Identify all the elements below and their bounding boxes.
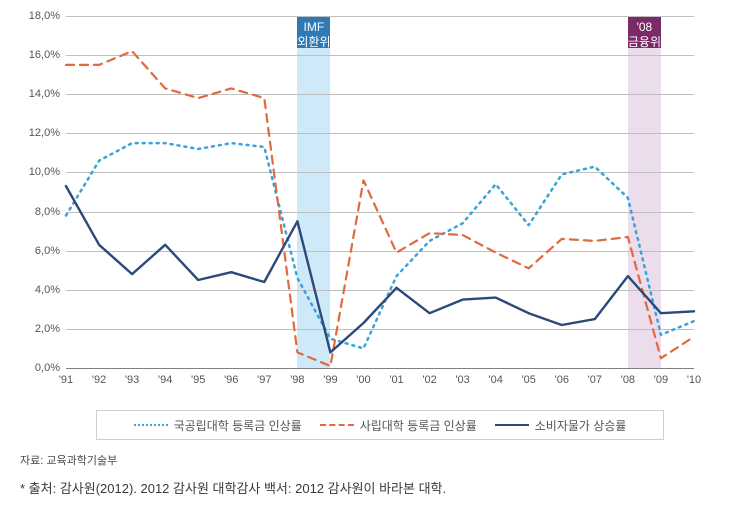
- legend-swatch-private: [320, 424, 354, 426]
- x-axis-label: '99: [323, 374, 337, 386]
- legend-swatch-cpi: [495, 424, 529, 426]
- y-axis-label: 6,0%: [16, 245, 60, 257]
- series-layer: [66, 16, 694, 368]
- y-axis-label: 10,0%: [16, 166, 60, 178]
- series-cpi: [66, 186, 694, 352]
- x-axis-label: '02: [422, 374, 436, 386]
- x-axis-label: '10: [687, 374, 701, 386]
- x-axis-label: '08: [621, 374, 635, 386]
- y-axis-label: 18,0%: [16, 10, 60, 22]
- x-axis-label: '05: [522, 374, 536, 386]
- legend-item-cpi: 소비자물가 상승률: [495, 417, 627, 434]
- y-axis-label: 2,0%: [16, 323, 60, 335]
- legend-swatch-national: [134, 424, 168, 426]
- source-data: 자료: 교육과학기술부: [20, 452, 117, 468]
- x-axis-label: '04: [489, 374, 503, 386]
- x-axis-label: '07: [588, 374, 602, 386]
- legend: 국공립대학 등록금 인상률 사립대학 등록금 인상률 소비자물가 상승률: [96, 410, 664, 440]
- x-axis-label: '98: [290, 374, 304, 386]
- plot-area: IMF 외환위기'08 금융위기0,0%2,0%4,0%6,0%8,0%10,0…: [66, 16, 694, 368]
- series-national: [66, 143, 694, 348]
- x-axis-label: '92: [92, 374, 106, 386]
- x-axis-label: '09: [654, 374, 668, 386]
- gridline: [66, 368, 694, 369]
- x-axis-label: '06: [555, 374, 569, 386]
- y-axis-label: 0,0%: [16, 362, 60, 374]
- chart-container: IMF 외환위기'08 금융위기0,0%2,0%4,0%6,0%8,0%10,0…: [0, 0, 729, 513]
- series-private: [66, 51, 694, 366]
- source-cite: * 출처: 감사원(2012). 2012 감사원 대학감사 백서: 2012 …: [20, 478, 446, 497]
- legend-label: 국공립대학 등록금 인상률: [174, 417, 302, 434]
- x-axis-label: '94: [158, 374, 172, 386]
- x-axis-label: '93: [125, 374, 139, 386]
- x-axis-label: '00: [356, 374, 370, 386]
- x-axis-label: '91: [59, 374, 73, 386]
- y-axis-label: 8,0%: [16, 206, 60, 218]
- x-axis-label: '96: [224, 374, 238, 386]
- legend-label: 소비자물가 상승률: [535, 417, 627, 434]
- legend-label: 사립대학 등록금 인상률: [360, 417, 477, 434]
- legend-item-national: 국공립대학 등록금 인상률: [134, 417, 302, 434]
- x-axis-label: '97: [257, 374, 271, 386]
- y-axis-label: 4,0%: [16, 284, 60, 296]
- x-axis-label: '01: [389, 374, 403, 386]
- y-axis-label: 14,0%: [16, 88, 60, 100]
- x-axis-label: '03: [455, 374, 469, 386]
- y-axis-label: 12,0%: [16, 127, 60, 139]
- x-axis-label: '95: [191, 374, 205, 386]
- legend-item-private: 사립대학 등록금 인상률: [320, 417, 477, 434]
- y-axis-label: 16,0%: [16, 49, 60, 61]
